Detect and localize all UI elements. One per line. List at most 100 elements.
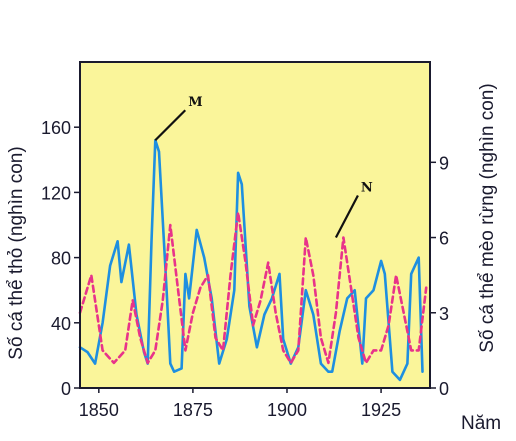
hare-data-point xyxy=(188,297,190,299)
lynx-data-point xyxy=(335,312,337,314)
hare-data-point xyxy=(305,289,307,291)
hare-data-point xyxy=(399,379,401,381)
hare-data-point xyxy=(158,151,160,153)
hare-data-point xyxy=(86,351,88,353)
annotation-layer: MN xyxy=(154,95,373,239)
lynx-data-point xyxy=(124,349,126,351)
lynx-data-point xyxy=(395,274,397,276)
hare-data-point xyxy=(150,240,152,242)
hare-data-point xyxy=(256,346,258,348)
lynx-data-point xyxy=(101,349,103,351)
hare-data-point xyxy=(120,281,122,283)
lynx-data-point xyxy=(305,236,307,238)
lynx-data-point xyxy=(147,362,149,364)
hare-data-point xyxy=(346,297,348,299)
hare-data-point xyxy=(218,362,220,364)
hare-data-point xyxy=(406,362,408,364)
lynx-data-point xyxy=(290,362,292,364)
hare-data-point xyxy=(94,362,96,364)
lynx-data-point xyxy=(207,274,209,276)
hare-data-point xyxy=(410,273,412,275)
y-left-tick-label: 40 xyxy=(51,314,71,334)
lynx-data-point xyxy=(222,349,224,351)
hare-data-point xyxy=(384,273,386,275)
lynx-data-point xyxy=(132,299,134,301)
lynx-series-line xyxy=(78,211,428,365)
lynx-data-point xyxy=(350,287,352,289)
lynx-data-point xyxy=(184,349,186,351)
x-tick-label: 1875 xyxy=(173,400,213,420)
lynx-data-point xyxy=(113,362,115,364)
hare-data-point xyxy=(169,362,171,364)
lynx-data-point xyxy=(169,224,171,226)
hare-data-point xyxy=(196,229,198,231)
hare-data-point xyxy=(237,172,239,174)
y-left-tick-label: 0 xyxy=(61,379,71,399)
lynx-data-point xyxy=(237,211,239,213)
hare-data-point xyxy=(312,313,314,315)
hare-data-point xyxy=(361,362,363,364)
annotation-label-m: M xyxy=(188,95,202,110)
y-right-tick-label: 6 xyxy=(439,229,449,249)
hare-data-point xyxy=(101,322,103,324)
lynx-data-point xyxy=(380,349,382,351)
hare-data-point xyxy=(241,183,243,185)
hare-data-point xyxy=(116,240,118,242)
x-tick-label: 1925 xyxy=(361,400,401,420)
lynx-data-point xyxy=(425,287,427,289)
y-left-tick-label: 120 xyxy=(41,183,71,203)
y-left-axis-title: Số cá thể thỏ (nghìn con) xyxy=(6,146,27,359)
hare-data-point xyxy=(173,371,175,373)
lynx-data-point xyxy=(297,349,299,351)
axis-layer: 1850 1875 1900 1925 0 40 80 120 160 0 3 6 9 Năm Số cá … xyxy=(6,83,501,434)
lynx-data-point xyxy=(90,274,92,276)
hare-data-point xyxy=(391,371,393,373)
lynx-data-point xyxy=(403,312,405,314)
x-axis-title: Năm xyxy=(461,413,501,434)
hare-data-point xyxy=(380,260,382,262)
y-left-tick-label: 160 xyxy=(41,118,71,138)
hare-data-point xyxy=(184,273,186,275)
lynx-data-point xyxy=(342,236,344,238)
hare-data-point xyxy=(203,256,205,258)
lynx-data-point xyxy=(229,274,231,276)
annotation-leader-n xyxy=(334,195,359,239)
plot-frame xyxy=(79,61,431,389)
hare-data-point xyxy=(331,371,333,373)
annotation-label-n: N xyxy=(361,181,373,196)
y-left-tick-label: 80 xyxy=(51,249,71,269)
lynx-data-point xyxy=(154,349,156,351)
lynx-data-point xyxy=(320,337,322,339)
hare-data-point xyxy=(233,289,235,291)
y-right-axis-title: Số cá thể mèo rừng (nghìn con) xyxy=(477,83,498,352)
lynx-data-point xyxy=(139,337,141,339)
x-tick-label: 1850 xyxy=(79,400,119,420)
lynx-data-point xyxy=(312,274,314,276)
lynx-data-point xyxy=(275,312,277,314)
hare-data-point xyxy=(327,371,329,373)
lynx-data-point xyxy=(244,261,246,263)
lynx-data-point xyxy=(199,287,201,289)
hare-data-point xyxy=(339,330,341,332)
lynx-data-point xyxy=(192,312,194,314)
lynx-data-point xyxy=(418,349,420,351)
series-layer xyxy=(78,138,428,382)
lynx-data-point xyxy=(365,362,367,364)
hare-data-point xyxy=(320,362,322,364)
hare-data-point xyxy=(354,289,356,291)
y-right-tick-label: 9 xyxy=(439,153,449,173)
lynx-data-point xyxy=(177,287,179,289)
hare-data-point xyxy=(372,289,374,291)
lynx-data-point xyxy=(410,349,412,351)
lynx-data-point xyxy=(282,349,284,351)
lynx-data-point xyxy=(214,337,216,339)
lynx-data-point xyxy=(327,362,329,364)
lynx-data-point xyxy=(162,299,164,301)
hare-data-point xyxy=(421,371,423,373)
hare-data-point xyxy=(226,338,228,340)
y-right-tick-label: 3 xyxy=(439,304,449,324)
lynx-data-point xyxy=(252,324,254,326)
lynx-data-point xyxy=(259,299,261,301)
hare-data-point xyxy=(278,273,280,275)
